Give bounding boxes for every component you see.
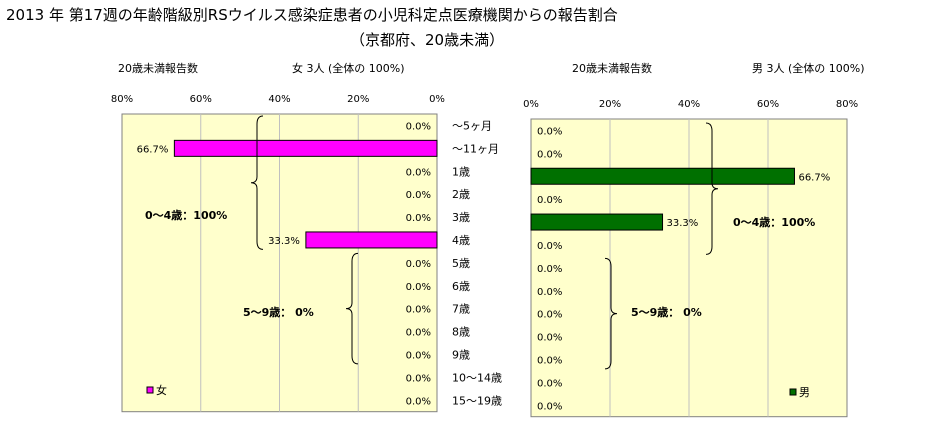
category-label: 1歳: [452, 165, 470, 178]
female-caption-right: 女 3人 (全体の 100%): [292, 62, 405, 75]
female-tick-label: 40%: [268, 94, 290, 105]
female-bar: [173, 139, 438, 157]
male-bar: [530, 167, 795, 185]
female-group-label: 5～9歳： 0%: [243, 305, 314, 319]
female-data-label: 0.0%: [406, 167, 431, 178]
male-tick-label: 20%: [599, 99, 621, 110]
category-label: 2歳: [452, 188, 470, 201]
male-data-label: 0.0%: [537, 310, 562, 321]
male-data-label: 0.0%: [537, 378, 562, 389]
male-group-label: 5～9歳： 0%: [631, 305, 702, 319]
female-data-label: 0.0%: [406, 328, 431, 339]
female-data-label: 33.3%: [268, 236, 300, 247]
male-brace-0-4: [705, 122, 719, 255]
chart-subtitle: （京都府、20歳未満）: [350, 31, 505, 49]
female-tick-label: 80%: [111, 94, 133, 105]
category-label: 9歳: [452, 348, 470, 361]
male-caption-right: 男 3人 (全体の 100%): [752, 62, 865, 75]
female-brace-5-9: [345, 252, 359, 365]
category-label: 3歳: [452, 211, 470, 224]
category-label: 4歳: [452, 234, 470, 247]
male-legend-swatch: [789, 388, 797, 396]
female-data-label: 66.7%: [137, 144, 169, 155]
female-data-label: 0.0%: [406, 396, 431, 407]
male-data-label: 0.0%: [537, 287, 562, 298]
male-data-label: 0.0%: [537, 241, 562, 252]
male-bar: [530, 213, 664, 231]
female-data-label: 0.0%: [406, 190, 431, 201]
category-label: 6歳: [452, 280, 470, 293]
female-data-label: 0.0%: [406, 121, 431, 132]
male-data-label: 66.7%: [798, 172, 830, 183]
male-brace-5-9: [604, 257, 618, 370]
male-legend-label: 男: [799, 386, 810, 399]
male-data-label: 0.0%: [537, 126, 562, 137]
male-tick-label: 60%: [757, 99, 779, 110]
male-data-label: 0.0%: [537, 401, 562, 412]
chart-title: 2013 年 第17週の年齢階級別RSウイルス感染症患者の小児科定点医療機関から…: [6, 6, 618, 24]
female-data-label: 0.0%: [406, 213, 431, 224]
category-label: 15～19歳: [452, 394, 502, 407]
female-legend-label: 女: [156, 383, 167, 397]
male-data-label: 0.0%: [537, 333, 562, 344]
female-tick-label: 60%: [190, 94, 212, 105]
female-data-label: 0.0%: [406, 282, 431, 293]
male-data-label: 0.0%: [537, 264, 562, 275]
female-caption-left: 20歳未満報告数: [118, 62, 198, 75]
male-caption-left: 20歳未満報告数: [572, 62, 652, 75]
category-label: 10～14歳: [452, 371, 502, 384]
male-data-label: 0.0%: [537, 355, 562, 366]
male-data-label: 33.3%: [667, 218, 699, 229]
female-bar: [305, 231, 438, 249]
female-tick-label: 20%: [347, 94, 369, 105]
female-legend-swatch: [146, 386, 154, 394]
male-group-label: 0～4歳：100%: [733, 215, 815, 229]
male-data-label: 0.0%: [537, 195, 562, 206]
male-tick-label: 80%: [836, 99, 858, 110]
category-label: 7歳: [452, 303, 470, 316]
male-tick-label: 40%: [678, 99, 700, 110]
female-data-label: 0.0%: [406, 373, 431, 384]
female-brace-0-4: [250, 115, 264, 250]
male-tick-label: 0%: [523, 99, 539, 110]
male-data-label: 0.0%: [537, 149, 562, 160]
female-data-label: 0.0%: [406, 350, 431, 361]
category-label: 8歳: [452, 326, 470, 339]
female-group-label: 0～4歳：100%: [145, 208, 227, 222]
female-tick-label: 0%: [429, 94, 445, 105]
category-label: 5歳: [452, 257, 470, 270]
category-label: ～11ヶ月: [452, 142, 499, 155]
female-data-label: 0.0%: [406, 305, 431, 316]
category-label: ～5ヶ月: [452, 119, 492, 132]
female-data-label: 0.0%: [406, 259, 431, 270]
